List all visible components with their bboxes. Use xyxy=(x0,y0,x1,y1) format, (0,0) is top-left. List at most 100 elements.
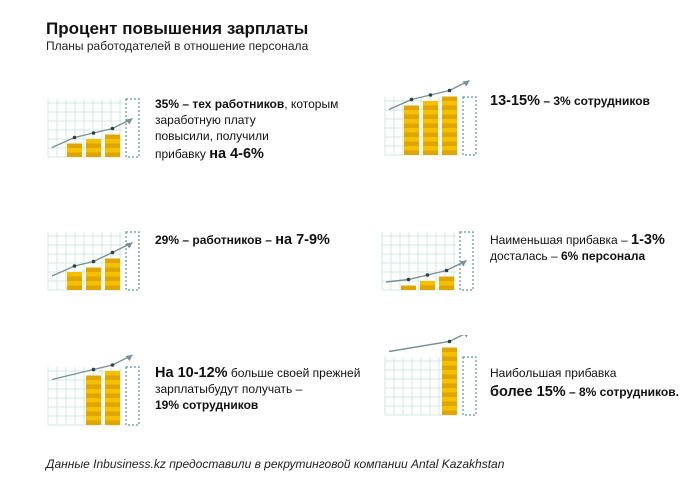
coin xyxy=(442,379,457,384)
coin xyxy=(105,258,120,263)
coin xyxy=(86,393,101,398)
coin xyxy=(404,119,419,124)
card-5-range: На 10-12% xyxy=(155,365,228,381)
coin xyxy=(105,272,120,277)
coin xyxy=(86,411,101,416)
coin xyxy=(67,143,82,148)
coin xyxy=(442,388,457,393)
grid xyxy=(47,99,122,158)
coin xyxy=(442,105,457,110)
coin xyxy=(404,128,419,133)
coin xyxy=(105,420,120,425)
empty-coin-stack xyxy=(125,231,140,291)
coin xyxy=(105,134,120,139)
coin xyxy=(404,110,419,115)
coin xyxy=(423,123,438,128)
coin xyxy=(105,380,120,385)
salary-growth-icon xyxy=(47,98,140,158)
card-1-percent: 35% – xyxy=(155,97,193,111)
trend-point xyxy=(91,131,96,135)
coin xyxy=(420,285,435,290)
trend-point xyxy=(91,367,96,372)
source-note: Данные Inbusiness.kz предоставили в рекр… xyxy=(46,457,505,471)
coin-stack xyxy=(442,347,457,415)
empty-coin-stack xyxy=(462,356,477,416)
coin xyxy=(86,380,101,385)
coin-stack xyxy=(67,272,82,290)
trend-point xyxy=(110,250,115,255)
card-1-text: 35% – тех работников, которым заработную… xyxy=(155,96,375,162)
coin xyxy=(86,416,101,421)
coin xyxy=(67,285,82,290)
coin xyxy=(105,402,120,407)
trend-point xyxy=(428,93,433,97)
coin xyxy=(442,96,457,101)
coin xyxy=(442,110,457,115)
coin xyxy=(404,141,419,146)
coin xyxy=(442,141,457,146)
coin xyxy=(86,398,101,403)
arrow-head-icon xyxy=(462,80,470,87)
trend-point xyxy=(425,273,430,277)
coin xyxy=(442,146,457,151)
page-subtitle: Планы работодателей в отношение персонал… xyxy=(46,39,309,53)
coin xyxy=(442,365,457,370)
coin xyxy=(86,407,101,412)
coin xyxy=(105,389,120,394)
coin xyxy=(420,281,435,286)
coin xyxy=(86,402,101,407)
coin xyxy=(404,123,419,128)
coin xyxy=(105,398,120,403)
coin xyxy=(442,383,457,388)
card-5-text: На 10-12% больше своей прежней зарплатыб… xyxy=(155,365,380,413)
coin xyxy=(442,123,457,128)
empty-coin-stack xyxy=(462,96,477,156)
card-1-text-1: , которым xyxy=(284,97,339,111)
coin xyxy=(86,143,101,148)
coin xyxy=(439,281,454,286)
coin xyxy=(86,384,101,389)
coin xyxy=(423,146,438,151)
coin-stack xyxy=(420,281,435,290)
coin xyxy=(105,407,120,412)
coin xyxy=(86,281,101,286)
card-3-range: на 7-9% xyxy=(275,232,330,248)
coin-stack xyxy=(86,139,101,157)
salary-growth-icon xyxy=(381,231,474,291)
coin xyxy=(442,392,457,397)
card-5-text-2: зарплатыбудут получать – xyxy=(155,382,303,396)
coin xyxy=(67,281,82,286)
trend-line xyxy=(388,335,465,353)
coin xyxy=(423,101,438,106)
coin-stack xyxy=(404,105,419,155)
coin xyxy=(442,101,457,106)
coin xyxy=(86,267,101,272)
coin xyxy=(105,375,120,380)
coin xyxy=(105,371,120,376)
coin xyxy=(439,276,454,281)
salary-growth-icon xyxy=(47,231,140,291)
salary-growth-icon xyxy=(384,79,477,156)
coin xyxy=(404,150,419,155)
coin xyxy=(86,272,101,277)
coin xyxy=(105,263,120,268)
coin xyxy=(442,361,457,366)
coin xyxy=(86,152,101,157)
card-4-text-1: Наименьшая прибавка – xyxy=(490,233,632,247)
coin-stack xyxy=(401,285,416,290)
coin xyxy=(67,152,82,157)
coin xyxy=(404,105,419,110)
coin xyxy=(439,285,454,290)
coin xyxy=(442,397,457,402)
coin xyxy=(404,114,419,119)
coin xyxy=(404,132,419,137)
arrow-head-icon xyxy=(459,260,467,267)
coin xyxy=(67,272,82,277)
coin-stack xyxy=(105,371,120,425)
coin xyxy=(442,410,457,415)
trend-point xyxy=(406,277,411,282)
card-4-share: 6% персонала xyxy=(560,249,646,263)
coin xyxy=(423,141,438,146)
coin xyxy=(423,119,438,124)
empty-coin-stack xyxy=(125,366,140,426)
